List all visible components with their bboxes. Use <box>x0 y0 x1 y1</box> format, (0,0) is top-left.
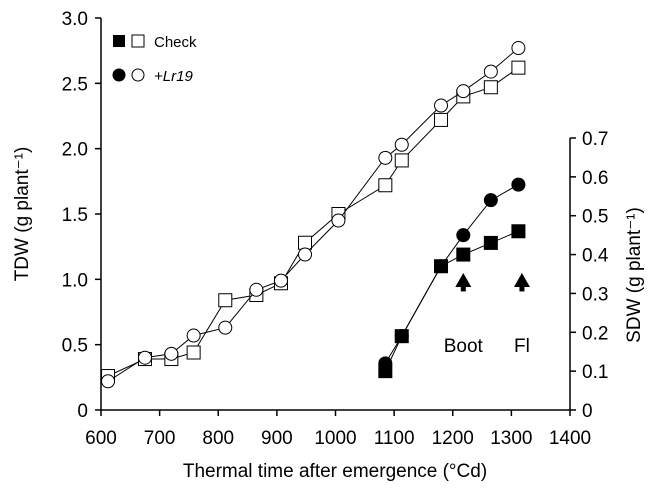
data-point-check-left <box>378 178 393 193</box>
x-axis-label: Thermal time after emergence (°Cd) <box>183 461 487 482</box>
legend-check-label: Check <box>154 34 197 51</box>
data-point-lr19-left <box>249 282 264 297</box>
data-point-lr19-left <box>101 374 116 389</box>
data-point-lr19-right <box>511 177 526 192</box>
left-y-tick-label: 2.0 <box>62 140 88 161</box>
legend-lr19-open-circle <box>131 68 145 82</box>
right-y-tick-label: 0.6 <box>582 168 608 189</box>
data-point-lr19-left <box>483 64 498 79</box>
x-tick-label: 1300 <box>490 428 532 449</box>
data-point-lr19-left <box>456 84 471 99</box>
left-y-tick-label: 2.5 <box>62 74 88 95</box>
data-point-lr19-left <box>434 98 449 113</box>
left-y-tick-label: 1.5 <box>62 205 88 226</box>
left-y-tick-label: 1.0 <box>62 270 88 291</box>
data-point-check-right <box>511 224 526 239</box>
data-point-lr19-left <box>378 150 393 165</box>
legend-lr19-filled-circle <box>112 68 126 82</box>
data-point-lr19-left <box>394 137 409 152</box>
data-point-check-left <box>434 112 449 127</box>
legend-check-filled-square <box>113 35 125 47</box>
data-point-lr19-left <box>331 213 346 228</box>
data-point-check-right <box>483 235 498 250</box>
left-y-tick-label: 0.5 <box>62 336 88 357</box>
legend-check-open-square <box>131 34 145 48</box>
data-point-lr19-left <box>273 273 288 288</box>
series-line-check-left <box>107 67 519 377</box>
right-y-tick-label: 0.7 <box>582 129 608 150</box>
data-point-lr19-left <box>511 41 526 56</box>
data-point-lr19-right <box>456 228 471 243</box>
data-point-check-right <box>456 247 471 262</box>
data-point-check-left <box>186 345 201 360</box>
data-point-lr19-left <box>218 320 233 335</box>
data-point-check-left <box>394 153 409 168</box>
data-point-lr19-left <box>186 328 201 343</box>
legend-lr19-label: +Lr19 <box>154 68 193 85</box>
data-point-lr19-left <box>164 346 179 361</box>
right-y-tick-label: 0.4 <box>582 246 609 267</box>
left-y-axis-label: TDW (g plant⁻¹) <box>12 147 33 282</box>
annotation-label-fl: Fl <box>514 336 530 357</box>
arrow-head-boot <box>455 273 472 287</box>
x-tick-label: 700 <box>144 428 176 449</box>
left-y-axis-ticks: 0 0.5 1.0 1.5 2.0 2.5 3.0 <box>62 9 101 422</box>
left-y-tick-label: 3.0 <box>62 9 88 30</box>
x-tick-label: 800 <box>202 428 234 449</box>
right-y-tick-label: 0 <box>582 401 593 422</box>
right-y-tick-label: 0.3 <box>582 284 608 305</box>
x-tick-label: 1400 <box>549 428 591 449</box>
data-point-lr19-left <box>137 350 152 365</box>
right-y-tick-label: 0.5 <box>582 207 608 228</box>
data-point-lr19-left <box>298 247 313 262</box>
x-tick-label: 1100 <box>374 428 415 449</box>
data-point-check-left <box>511 60 526 75</box>
arrow-head-fl <box>513 273 530 287</box>
right-y-axis-label: SDW (g plant⁻¹) <box>624 207 645 343</box>
annotation-layer: Boot Fl <box>444 273 530 357</box>
data-point-check-left <box>298 235 313 250</box>
data-point-lr19-right <box>378 356 393 371</box>
x-tick-label: 600 <box>85 428 117 449</box>
x-axis-ticks: 600 700 800 900 1000 1100 1200 1300 1400 <box>85 410 591 449</box>
legend: Check +Lr19 <box>112 34 197 85</box>
x-tick-label: 1200 <box>432 428 474 449</box>
x-tick-label: 1000 <box>314 428 356 449</box>
data-point-check-left <box>218 293 233 308</box>
annotation-label-boot: Boot <box>444 336 484 357</box>
right-y-tick-label: 0.1 <box>582 362 608 383</box>
x-tick-label: 900 <box>261 428 293 449</box>
series-layer <box>101 41 526 389</box>
right-y-tick-label: 0.2 <box>582 323 608 344</box>
data-point-lr19-right <box>483 193 498 208</box>
left-y-tick-label: 0 <box>77 401 88 422</box>
data-point-check-left <box>483 80 498 95</box>
right-y-axis-ticks: 0 0.1 0.2 0.3 0.4 0.5 0.6 0.7 <box>570 129 609 422</box>
data-point-lr19-right <box>434 259 449 274</box>
data-point-lr19-right <box>394 329 409 344</box>
